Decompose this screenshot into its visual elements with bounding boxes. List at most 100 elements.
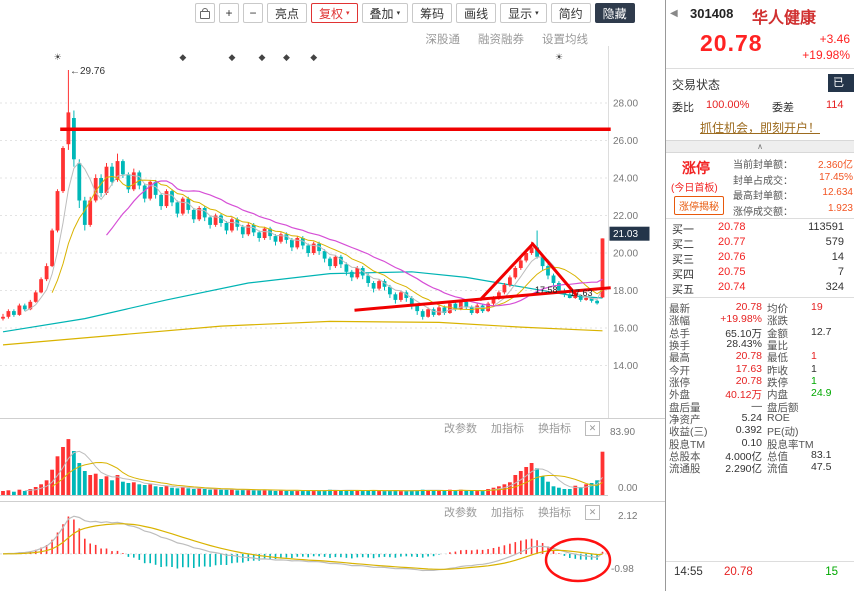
trade-status-badge: 已	[828, 74, 854, 92]
order-book-row[interactable]: 买三 20.76 14	[666, 251, 854, 266]
stats-grid: 最新 20.78 均价 19 涨幅 +19.98% 涨跌 总手 65.10万 金额 12.7 换手 28…	[666, 301, 854, 476]
draw-line-button[interactable]: 画线	[456, 3, 497, 23]
bid-label: 买二	[672, 239, 694, 251]
stat-label: 最低	[767, 352, 788, 365]
stat-value: 0.392	[735, 424, 762, 437]
last-price: 20.78	[700, 30, 763, 56]
limit-up-stat-value: 1.923	[827, 202, 853, 214]
stat-label: 涨跌	[767, 315, 788, 328]
stat-label: 盘后额	[767, 401, 799, 414]
limit-up-stat-label: 最高封单额：	[733, 191, 793, 202]
collapse-bar[interactable]: ∧	[666, 140, 854, 153]
simple-button[interactable]: 简约	[550, 3, 591, 23]
divider	[666, 68, 854, 69]
stat-value: 0.10	[741, 436, 762, 449]
pane-divider	[0, 418, 665, 419]
change-params-link[interactable]: 改参数	[444, 423, 477, 435]
fuquan-button[interactable]: 复权 ▾	[311, 3, 358, 23]
szhk-connect-link[interactable]: 深股通	[425, 34, 461, 46]
svg-text:◆: ◆	[179, 52, 186, 62]
divider	[666, 297, 854, 298]
switch-indicator-link[interactable]: 换指标	[538, 507, 571, 519]
svg-text:◆: ◆	[310, 52, 317, 62]
stat-label: 总股本	[669, 451, 701, 464]
add-indicator-link[interactable]: 加指标	[491, 423, 524, 435]
stat-row: 涨停 20.78 跌停 1	[666, 375, 854, 389]
stat-value: 1	[811, 350, 817, 363]
macd-pane-header: 改参数 加指标 换指标 ✕	[0, 504, 608, 520]
stat-value: 24.9	[811, 387, 832, 400]
bid-price: 20.78	[718, 221, 746, 233]
svg-text:☀: ☀	[555, 52, 563, 62]
svg-text:☀: ☀	[53, 52, 61, 62]
limit-up-stat-value: 2.360亿	[817, 160, 853, 171]
macd-chart[interactable]	[0, 512, 665, 591]
volume-chart[interactable]	[0, 436, 665, 498]
stat-label: 流值	[767, 463, 788, 476]
stat-value: 83.1	[811, 449, 832, 462]
svg-text:18.00: 18.00	[613, 286, 638, 297]
pane-divider	[0, 501, 665, 502]
display-button[interactable]: 显示 ▾	[500, 3, 547, 23]
market-links-bar: 深股通 融资融券 设置均线	[0, 31, 608, 47]
bid-volume: 14	[831, 251, 844, 263]
back-icon[interactable]: ◀	[670, 8, 678, 19]
stat-row: 涨幅 +19.98% 涨跌	[666, 313, 854, 328]
tick-time: 14:55	[674, 566, 703, 578]
stat-label: 均价	[767, 303, 788, 315]
stat-value: 4.000亿	[725, 451, 762, 464]
svg-text:26.00: 26.00	[613, 136, 638, 147]
close-icon[interactable]: ✕	[585, 504, 600, 520]
bid-label: 买三	[672, 254, 694, 266]
limit-up-stat-value: 17.45%	[819, 171, 853, 183]
stat-value: 12.7	[811, 325, 832, 338]
zoom-in-button[interactable]: +	[219, 3, 239, 23]
open-account-ad-link[interactable]: 抓住机会，即刻开户！	[699, 121, 820, 135]
lock-button[interactable]	[195, 3, 215, 23]
bid-price: 20.77	[718, 236, 746, 248]
stat-label: 金额	[767, 327, 788, 340]
order-book-row[interactable]: 买五 20.74 324	[666, 281, 854, 296]
last-tick-row[interactable]: 14:55 20.78 15	[666, 566, 854, 586]
stat-label: 流通股	[669, 463, 701, 476]
lock-icon	[200, 7, 210, 19]
chevron-down-icon: ▾	[346, 9, 350, 17]
price-change-pct: +19.98%	[802, 48, 850, 62]
stat-label: 量比	[767, 340, 788, 353]
highlight-button[interactable]: 亮点	[267, 3, 308, 23]
chart-toolbar: + − 亮点 复权 ▾ 叠加 ▾ 筹码 画线 显示 ▾ 简约 隐藏	[195, 3, 635, 23]
zoom-out-button[interactable]: −	[243, 3, 263, 23]
order-book-row[interactable]: 买一 20.78 113591	[666, 221, 854, 236]
stat-label: 换手	[669, 340, 690, 353]
chevron-down-icon: ▾	[396, 9, 401, 17]
weibi-value: 100.00%	[706, 99, 750, 111]
bid-volume: 113591	[808, 221, 844, 233]
change-params-link[interactable]: 改参数	[444, 507, 477, 519]
close-icon[interactable]: ✕	[585, 420, 600, 436]
weicha-label: 委差	[772, 102, 794, 114]
collapse-icon: ∧	[757, 142, 763, 151]
order-book-row[interactable]: 买四 20.75 7	[666, 266, 854, 281]
stat-label: 外盘	[669, 389, 690, 402]
stat-value: 20.78	[735, 375, 762, 388]
margin-trading-link[interactable]: 融资融券	[478, 34, 524, 46]
bid-label: 买一	[672, 224, 694, 236]
limit-up-secret-button[interactable]: 涨停揭秘	[674, 196, 724, 215]
set-ma-link[interactable]: 设置均线	[542, 34, 588, 46]
switch-indicator-link[interactable]: 换指标	[538, 423, 571, 435]
volume-axis-min: 0.00	[618, 483, 638, 494]
bid-price: 20.74	[718, 281, 746, 293]
stat-row: 盘后量 — 盘后额	[666, 400, 854, 414]
candlestick-chart[interactable]: 28.00 26.00 24.00 22.00 20.00 18.00 16.00 14.00…	[0, 46, 665, 418]
add-indicator-link[interactable]: 加指标	[491, 507, 524, 519]
chips-button[interactable]: 筹码	[412, 3, 453, 23]
quote-panel: ◀ 301408 华人健康 20.78 +3.46 +19.98% 交易状态 已…	[665, 0, 854, 591]
bid-label: 买五	[672, 284, 694, 296]
weicha-value: 114	[826, 99, 844, 111]
stat-value: 20.78	[735, 301, 762, 313]
svg-text:◆: ◆	[258, 52, 265, 62]
overlay-button[interactable]: 叠加 ▾	[361, 3, 409, 23]
divider	[666, 561, 854, 562]
hide-button[interactable]: 隐藏	[594, 3, 635, 23]
order-book-row[interactable]: 买二 20.77 579	[666, 236, 854, 251]
